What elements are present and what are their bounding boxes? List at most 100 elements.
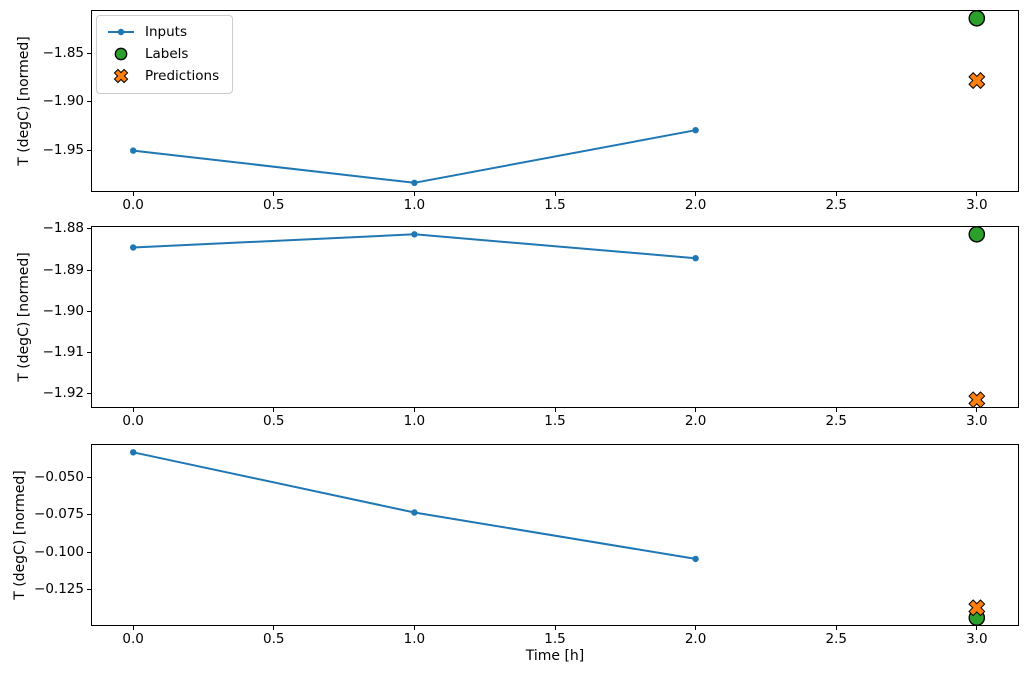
- y-tick-label: −1.95: [42, 142, 84, 159]
- y-tick-mark: [87, 52, 91, 54]
- x-tick-label: 2.5: [825, 631, 847, 647]
- x-tick-label: 0.0: [122, 197, 144, 213]
- x-tick-mark: [132, 408, 134, 412]
- inputs-line: [133, 129, 696, 184]
- x-tick-mark: [273, 192, 275, 196]
- x-tick-mark: [695, 626, 697, 630]
- legend-label-inputs: Inputs: [145, 24, 187, 40]
- y-tick-label: −1.90: [42, 93, 84, 110]
- x-tick-label: 1.5: [544, 631, 566, 647]
- x-tick-label: 1.5: [544, 413, 566, 429]
- y-tick-label: −1.89: [42, 261, 84, 278]
- x-axis-label: Time [h]: [525, 648, 585, 664]
- prediction-point: [968, 599, 986, 617]
- y-tick-mark: [87, 310, 91, 312]
- x-tick-mark: [976, 408, 978, 412]
- x-tick-label: 0.5: [263, 197, 285, 213]
- y-tick-label: −1.85: [42, 44, 84, 61]
- inputs-line: [132, 451, 696, 560]
- x-tick-label: 1.0: [403, 413, 426, 429]
- x-tick-mark: [554, 408, 556, 412]
- y-tick-mark: [87, 269, 91, 271]
- subplot-3-axes: [91, 444, 1019, 626]
- legend-item-labels: Labels: [106, 43, 232, 65]
- x-tick-mark: [413, 408, 415, 412]
- label-point: [968, 10, 986, 27]
- x-tick-label: 0.0: [122, 413, 144, 429]
- subplot-1-axes: [91, 10, 1019, 192]
- x-tick-label: 1.0: [403, 631, 426, 647]
- y-axis-label-subplot-3: T (degC) [normed]: [12, 470, 28, 600]
- y-tick-mark: [87, 477, 91, 479]
- input-point: [130, 449, 137, 456]
- y-tick-label: −1.91: [42, 344, 84, 361]
- x-tick-mark: [976, 192, 978, 196]
- x-tick-label: 2.5: [825, 197, 847, 213]
- x-tick-label: 2.0: [684, 413, 707, 429]
- x-tick-mark: [835, 408, 837, 412]
- x-tick-label: 2.5: [825, 413, 847, 429]
- legend-item-predictions: Predictions: [106, 65, 232, 87]
- x-tick-label: 1.0: [403, 197, 426, 213]
- input-point: [692, 255, 699, 262]
- legend: Inputs Labels Predictions: [96, 15, 233, 94]
- y-tick-mark: [87, 150, 91, 152]
- labels-circle-icon: [106, 46, 136, 62]
- input-point: [130, 244, 137, 251]
- x-tick-mark: [976, 626, 978, 630]
- x-tick-label: 3.0: [966, 197, 988, 213]
- x-tick-label: 2.0: [684, 631, 707, 647]
- x-tick-mark: [554, 192, 556, 196]
- y-tick-mark: [87, 228, 91, 230]
- prediction-point: [968, 391, 986, 409]
- x-tick-label: 0.0: [122, 631, 144, 647]
- inputs-line-icon: [106, 25, 136, 39]
- x-tick-mark: [413, 192, 415, 196]
- x-tick-mark: [132, 192, 134, 196]
- y-tick-label: −1.88: [42, 220, 84, 237]
- input-point: [411, 231, 418, 238]
- x-tick-mark: [554, 626, 556, 630]
- y-tick-label: −0.125: [34, 580, 84, 597]
- input-point: [692, 127, 699, 134]
- y-tick-label: −0.075: [34, 506, 84, 523]
- x-tick-label: 0.5: [263, 631, 285, 647]
- prediction-point: [968, 72, 986, 90]
- x-tick-label: 1.5: [544, 197, 566, 213]
- input-point: [692, 555, 699, 563]
- x-tick-mark: [835, 626, 837, 630]
- y-tick-mark: [87, 101, 91, 103]
- x-tick-mark: [835, 192, 837, 196]
- label-point: [968, 226, 986, 243]
- y-tick-mark: [87, 588, 91, 590]
- predictions-x-icon: [106, 68, 136, 84]
- x-tick-mark: [273, 408, 275, 412]
- y-tick-mark: [87, 352, 91, 354]
- x-tick-mark: [695, 408, 697, 412]
- x-tick-mark: [273, 626, 275, 630]
- subplot-2-axes: [91, 226, 1019, 409]
- subplot-2-plot: [91, 226, 1019, 409]
- y-tick-label: −1.90: [42, 302, 84, 319]
- subplot-1-plot: [91, 10, 1019, 192]
- legend-label-labels: Labels: [145, 46, 189, 62]
- input-point: [130, 147, 137, 154]
- y-tick-mark: [87, 514, 91, 516]
- y-tick-mark: [87, 551, 91, 553]
- y-tick-label: −1.92: [42, 385, 84, 402]
- x-tick-mark: [695, 192, 697, 196]
- inputs-line: [133, 233, 696, 260]
- y-tick-mark: [87, 393, 91, 395]
- x-tick-label: 3.0: [966, 413, 988, 429]
- input-point: [411, 179, 418, 186]
- y-tick-label: −0.050: [34, 469, 84, 486]
- legend-label-predictions: Predictions: [145, 68, 220, 84]
- input-point: [411, 509, 418, 516]
- legend-item-inputs: Inputs: [106, 21, 232, 43]
- y-tick-label: −0.100: [34, 543, 84, 560]
- x-tick-mark: [413, 626, 415, 630]
- x-tick-label: 3.0: [966, 631, 988, 647]
- subplot-3-plot: [91, 444, 1019, 626]
- x-tick-label: 2.0: [684, 197, 707, 213]
